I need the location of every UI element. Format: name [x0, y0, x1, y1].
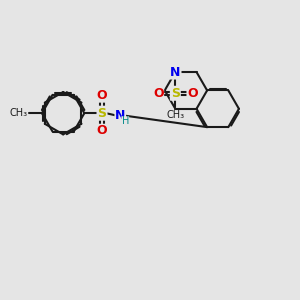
Text: S: S [171, 87, 180, 100]
Text: O: O [97, 89, 107, 102]
Text: S: S [98, 107, 106, 120]
Text: CH₃: CH₃ [166, 110, 184, 120]
Text: O: O [97, 124, 107, 137]
Text: N: N [115, 109, 125, 122]
Text: CH₃: CH₃ [9, 108, 27, 118]
Text: H: H [122, 116, 129, 126]
Text: O: O [153, 87, 164, 100]
Text: N: N [170, 66, 181, 79]
Text: O: O [187, 87, 198, 100]
